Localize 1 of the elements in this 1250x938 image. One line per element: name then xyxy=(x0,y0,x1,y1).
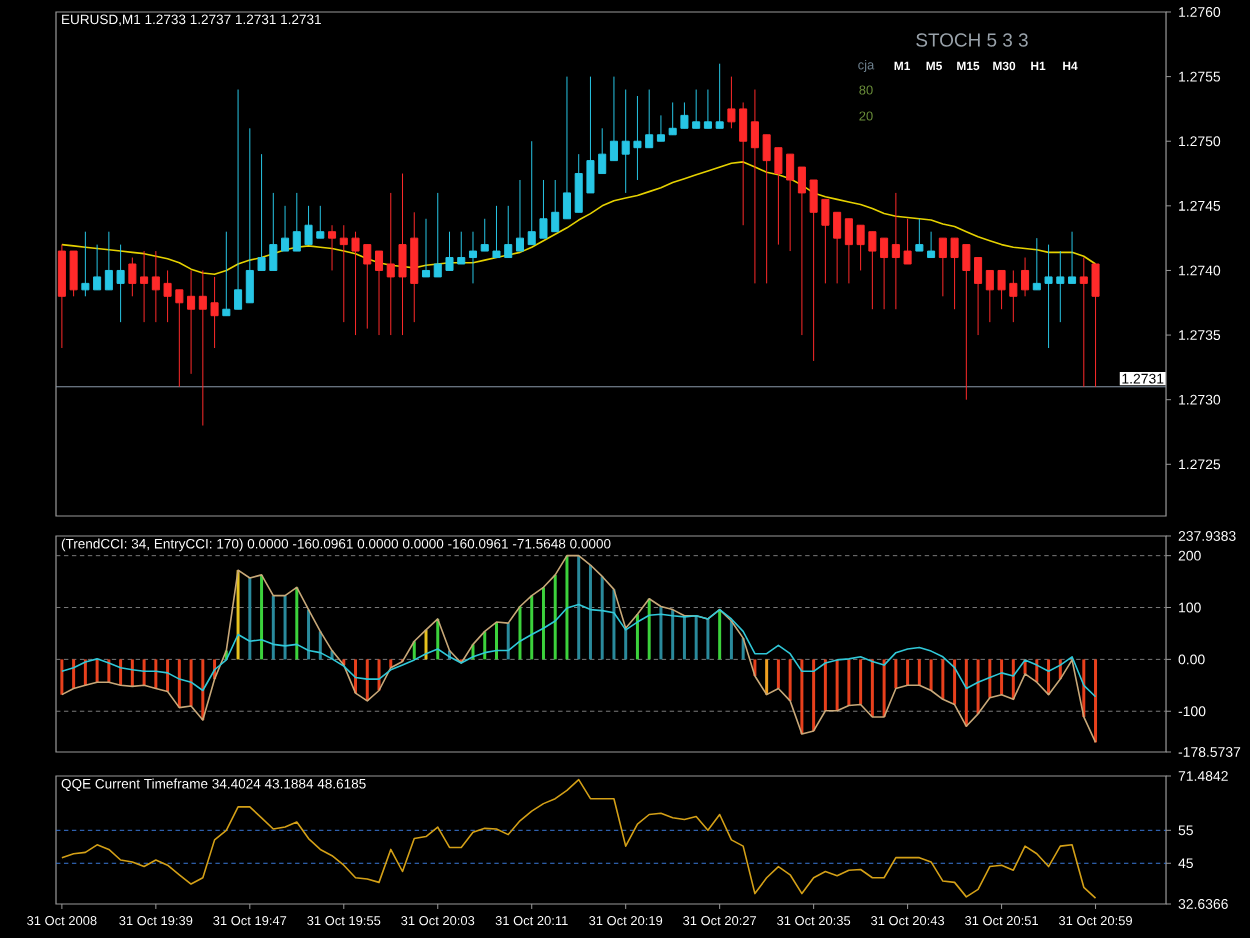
annotation: STOCH 5 3 3 xyxy=(916,33,1028,47)
